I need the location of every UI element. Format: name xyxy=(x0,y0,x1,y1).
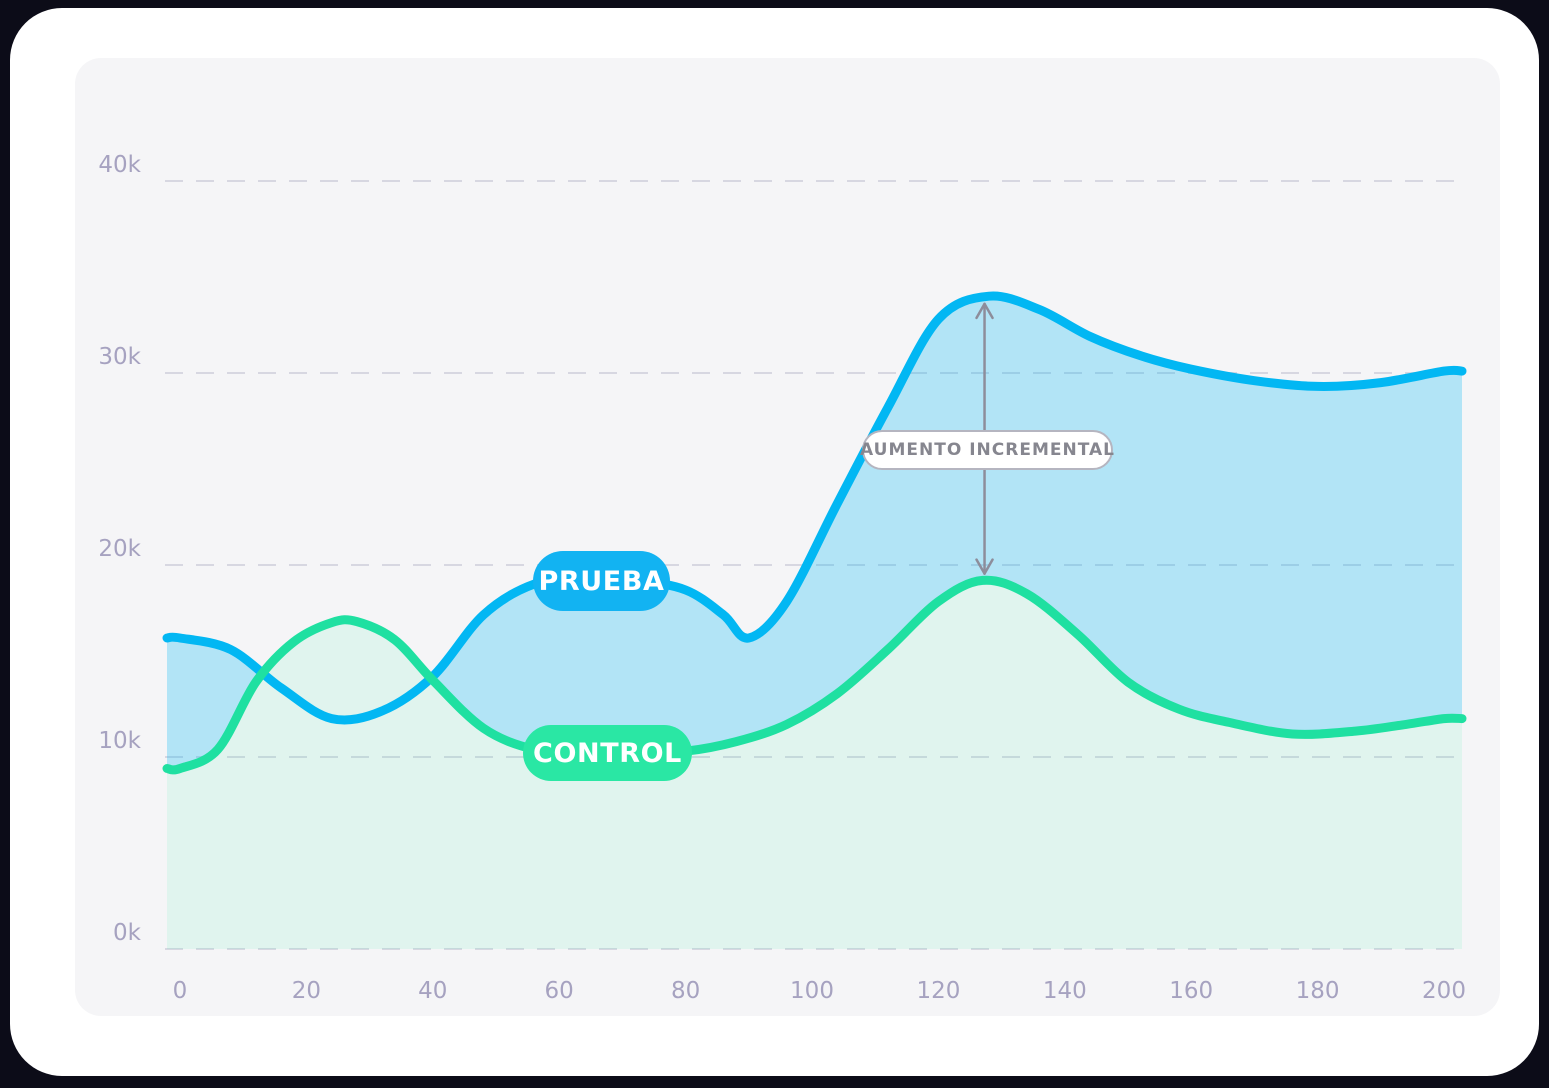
prueba-line xyxy=(162,291,1467,725)
incremental-lift-badge: AUMENTO INCREMENTAL xyxy=(860,430,1114,470)
x-axis-tick-label: 140 xyxy=(1042,978,1087,1004)
y-axis-tick-label: 20k xyxy=(98,536,141,562)
chart-panel: 0k 10k 20k 30k 40k 0 20 40 60 80 100 120 140 160 180 20… xyxy=(75,58,1500,1016)
x-axis-tick-label: 20 xyxy=(291,978,322,1004)
x-axis-tick-label: 40 xyxy=(418,978,448,1004)
x-axis-tick-label: 160 xyxy=(1169,978,1214,1004)
chart-canvas xyxy=(162,180,1467,950)
x-axis-tick-label: 120 xyxy=(916,978,961,1004)
y-axis-tick-label: 30k xyxy=(98,344,141,370)
y-axis-tick-label: 40k xyxy=(98,152,141,178)
x-axis-tick-label: 0 xyxy=(172,978,188,1004)
series-label-prueba: PRUEBA xyxy=(533,551,670,611)
control-line xyxy=(162,575,1467,775)
x-axis-tick-label: 200 xyxy=(1422,978,1466,1004)
x-axis-tick-label: 60 xyxy=(544,978,574,1004)
app-card: 0k 10k 20k 30k 40k 0 20 40 60 80 100 120 140 160 180 20… xyxy=(10,8,1539,1076)
control-area-fill xyxy=(167,580,1462,949)
x-axis-tick-label: 100 xyxy=(790,978,834,1004)
prueba-area-fill xyxy=(167,296,1462,770)
y-axis-tick-label: 10k xyxy=(98,728,141,754)
series-label-control: CONTROL xyxy=(523,725,692,781)
y-axis-tick-label: 0k xyxy=(113,920,141,946)
x-axis-tick-label: 180 xyxy=(1295,978,1340,1004)
x-axis-tick-label: 80 xyxy=(670,978,701,1004)
